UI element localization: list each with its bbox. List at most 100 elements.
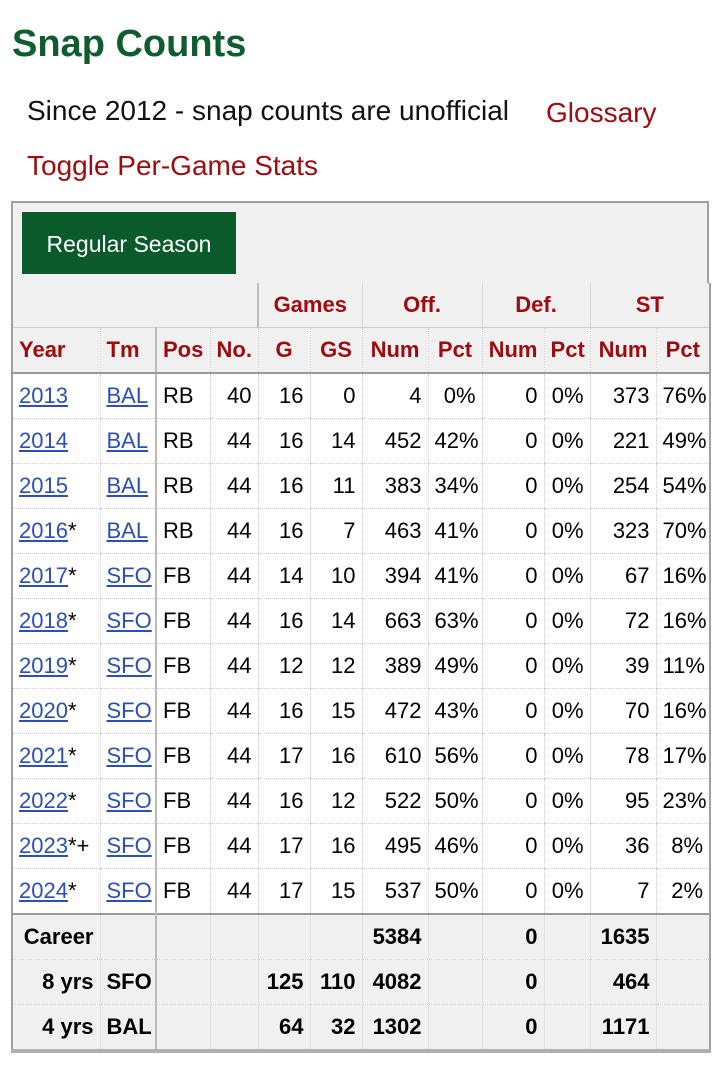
totals-st-num-cell: 1635 — [589, 913, 657, 960]
position-cell: FB — [155, 553, 210, 599]
col-st-num[interactable]: Num — [589, 327, 657, 374]
col-number[interactable]: No. — [209, 327, 258, 374]
off-num-cell: 4 — [361, 373, 429, 419]
totals-team-cell: SFO — [99, 959, 157, 1005]
year-link[interactable]: 2020 — [19, 698, 68, 723]
position-cell: FB — [155, 733, 210, 779]
col-position[interactable]: Pos — [155, 327, 210, 374]
def-num-cell: 0 — [481, 778, 545, 824]
toggle-per-game-link[interactable]: Toggle Per-Game Stats — [27, 150, 319, 181]
team-link[interactable]: BAL — [106, 383, 149, 408]
col-games[interactable]: G — [257, 327, 310, 374]
col-off-num[interactable]: Num — [361, 327, 429, 374]
table-row: 2017* SFO FB 44 14 10 394 41% 0 0% 67 16… — [11, 553, 711, 599]
col-team[interactable]: Tm — [99, 327, 157, 374]
glossary-link[interactable]: Glossary — [546, 97, 657, 128]
over-header-offense: Off. — [361, 283, 483, 328]
year-link[interactable]: 2015 — [19, 473, 68, 498]
year-link[interactable]: 2022 — [19, 788, 68, 813]
col-year[interactable]: Year — [11, 327, 100, 374]
st-num-cell: 70 — [589, 688, 657, 734]
year-link[interactable]: 2017 — [19, 563, 68, 588]
games-started-cell: 14 — [309, 598, 363, 644]
team-link[interactable]: BAL — [106, 473, 149, 498]
team-link[interactable]: BAL — [106, 428, 149, 453]
year-link[interactable]: 2013 — [19, 383, 68, 408]
st-num-cell: 7 — [589, 868, 657, 915]
regular-season-tab[interactable]: Regular Season — [22, 212, 236, 274]
position-cell: RB — [155, 508, 210, 554]
totals-empty-cell — [427, 959, 483, 1005]
year-marker: * — [67, 518, 77, 543]
position-cell: FB — [155, 688, 210, 734]
totals-empty-cell — [155, 913, 210, 960]
team-link[interactable]: SFO — [106, 608, 152, 633]
totals-empty-cell — [655, 913, 711, 960]
st-pct-cell: 8% — [655, 823, 711, 869]
position-cell: FB — [155, 868, 210, 915]
position-cell: FB — [155, 778, 210, 824]
year-link[interactable]: 2023 — [19, 833, 68, 858]
year-link[interactable]: 2016 — [19, 518, 68, 543]
year-marker: * — [67, 698, 77, 723]
def-pct-cell: 0% — [543, 778, 591, 824]
st-pct-cell: 11% — [655, 643, 711, 689]
col-def-num[interactable]: Num — [481, 327, 545, 374]
year-marker: * — [67, 653, 77, 678]
st-pct-cell: 16% — [655, 553, 711, 599]
st-num-cell: 323 — [589, 508, 657, 554]
totals-games-started-cell: 110 — [309, 959, 363, 1005]
team-link[interactable]: SFO — [106, 743, 152, 768]
off-pct-cell: 46% — [427, 823, 483, 869]
def-pct-cell: 0% — [543, 553, 591, 599]
games-started-cell: 12 — [309, 778, 363, 824]
off-pct-cell: 50% — [427, 868, 483, 915]
def-num-cell: 0 — [481, 553, 545, 599]
totals-rows: Career 5384 0 1635 8 yrs SFO 125 110 408… — [11, 913, 711, 1053]
totals-def-num-cell: 0 — [481, 1004, 545, 1053]
off-pct-cell: 42% — [427, 418, 483, 464]
position-cell: RB — [155, 418, 210, 464]
team-link[interactable]: SFO — [106, 878, 152, 903]
team-link[interactable]: BAL — [106, 518, 149, 543]
team-link[interactable]: SFO — [106, 698, 152, 723]
table-tab-panel: Regular Season — [11, 201, 709, 283]
off-num-cell: 394 — [361, 553, 429, 599]
team-link[interactable]: SFO — [106, 563, 152, 588]
number-cell: 44 — [209, 868, 258, 915]
totals-st-num-cell: 464 — [589, 959, 657, 1005]
games-started-cell: 15 — [309, 868, 363, 915]
team-link[interactable]: SFO — [106, 833, 152, 858]
def-pct-cell: 0% — [543, 508, 591, 554]
table-row: 2018* SFO FB 44 16 14 663 63% 0 0% 72 16… — [11, 598, 711, 644]
year-link[interactable]: 2014 — [19, 428, 68, 453]
off-num-cell: 472 — [361, 688, 429, 734]
off-num-cell: 663 — [361, 598, 429, 644]
col-off-pct[interactable]: Pct — [427, 327, 483, 374]
col-st-pct[interactable]: Pct — [655, 327, 711, 374]
games-cell: 12 — [257, 643, 310, 689]
def-num-cell: 0 — [481, 508, 545, 554]
games-cell: 16 — [257, 373, 310, 419]
table-row: 2016* BAL RB 44 16 7 463 41% 0 0% 323 70… — [11, 508, 711, 554]
year-link[interactable]: 2018 — [19, 608, 68, 633]
team-link[interactable]: SFO — [106, 788, 152, 813]
def-num-cell: 0 — [481, 643, 545, 689]
totals-games-started-cell — [309, 913, 363, 960]
games-cell: 14 — [257, 553, 310, 599]
games-cell: 16 — [257, 778, 310, 824]
table-row: 2021* SFO FB 44 17 16 610 56% 0 0% 78 17… — [11, 733, 711, 779]
off-pct-cell: 41% — [427, 508, 483, 554]
totals-empty-cell — [209, 1004, 258, 1053]
year-link[interactable]: 2021 — [19, 743, 68, 768]
col-games-started[interactable]: GS — [309, 327, 363, 374]
year-link[interactable]: 2019 — [19, 653, 68, 678]
st-num-cell: 95 — [589, 778, 657, 824]
off-num-cell: 537 — [361, 868, 429, 915]
year-link[interactable]: 2024 — [19, 878, 68, 903]
year-marker: *+ — [67, 833, 90, 858]
st-num-cell: 221 — [589, 418, 657, 464]
totals-empty-cell — [543, 913, 591, 960]
team-link[interactable]: SFO — [106, 653, 152, 678]
col-def-pct[interactable]: Pct — [543, 327, 591, 374]
